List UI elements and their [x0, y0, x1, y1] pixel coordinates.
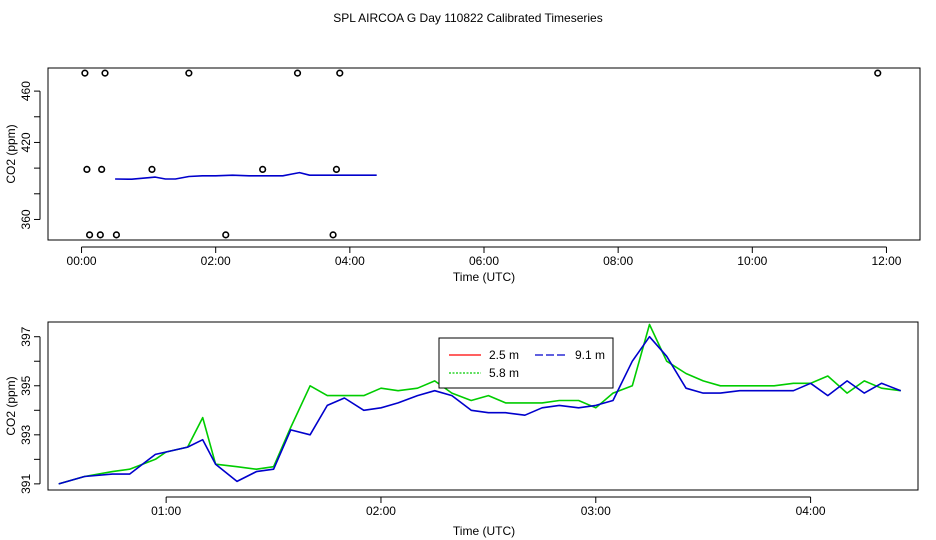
overview-marker [148, 165, 156, 174]
overview-x-tick-label: 12:00 [871, 254, 901, 268]
overview-marker [85, 231, 94, 239]
legend-box [438, 337, 614, 389]
detail-x-axis-label: Time (UTC) [453, 524, 515, 538]
overview-marker [83, 165, 91, 174]
legend-label-9-1m: 9.1 m [575, 348, 605, 362]
detail-plot-frame [47, 321, 919, 491]
overview-marker [98, 165, 106, 174]
overview-x-axis-label: Time (UTC) [453, 270, 515, 284]
overview-x-tick-label: 06:00 [469, 254, 499, 268]
overview-x-axis: 00:00 02:00 04:00 06:00 08:00 10:00 12:00 [67, 246, 902, 268]
overview-marker [112, 231, 121, 239]
legend-label-5-8m: 5.8 m [489, 366, 519, 380]
overview-marker [293, 69, 302, 77]
overview-marker [96, 231, 104, 239]
overview-y-axis: 360 420 460 [19, 81, 41, 229]
overview-marker [329, 231, 337, 239]
overview-x-tick-label: 04:00 [335, 254, 365, 268]
overview-y-tick-label: 360 [19, 209, 33, 229]
overview-marker [259, 165, 267, 174]
detail-y-tick-label: 393 [19, 424, 33, 444]
detail-x-tick-label: 02:00 [366, 504, 396, 518]
detail-y-tick-label: 397 [19, 326, 33, 346]
overview-x-tick-label: 10:00 [737, 254, 767, 268]
overview-y-axis-label: CO2 (ppm) [4, 124, 18, 183]
figure-title: SPL AIRCOA G Day 110822 Calibrated Times… [333, 11, 602, 25]
detail-y-tick-label: 395 [19, 375, 33, 395]
legend: 2.5 m 5.8 m 9.1 m [438, 337, 614, 389]
detail-x-tick-label: 04:00 [796, 504, 826, 518]
overview-marker [81, 69, 89, 77]
overview-marker [336, 69, 344, 77]
detail-series-line-2 [58, 335, 902, 485]
overview-marker [185, 69, 193, 77]
detail-panel: 01:00 02:00 03:00 04:00 391 393 395 397 Time (… [4, 321, 919, 538]
detail-x-tick-label: 01:00 [151, 504, 181, 518]
detail-y-tick-label: 391 [19, 474, 33, 494]
detail-x-axis: 01:00 02:00 03:00 04:00 [151, 496, 826, 518]
overview-series [115, 171, 377, 180]
detail-series [58, 323, 902, 485]
overview-marker [874, 69, 882, 77]
overview-markers [81, 69, 882, 239]
overview-plot-frame [47, 67, 921, 241]
overview-x-tick-label: 08:00 [603, 254, 633, 268]
overview-y-tick-label: 420 [19, 132, 33, 152]
detail-y-axis-label: CO2 (ppm) [4, 376, 18, 435]
overview-y-tick-label: 460 [19, 81, 33, 101]
overview-series-line-0 [115, 171, 377, 180]
overview-marker [332, 165, 341, 174]
overview-x-tick-label: 00:00 [67, 254, 97, 268]
detail-x-tick-label: 03:00 [581, 504, 611, 518]
legend-label-2-5m: 2.5 m [489, 348, 519, 362]
detail-y-axis: 391 393 395 397 [19, 326, 41, 494]
overview-x-tick-label: 02:00 [201, 254, 231, 268]
overview-marker [101, 69, 109, 77]
detail-series-line-1 [58, 323, 901, 485]
overview-panel: 00:00 02:00 04:00 06:00 08:00 10:00 12:00 360 4… [4, 67, 921, 284]
overview-marker [222, 231, 230, 239]
